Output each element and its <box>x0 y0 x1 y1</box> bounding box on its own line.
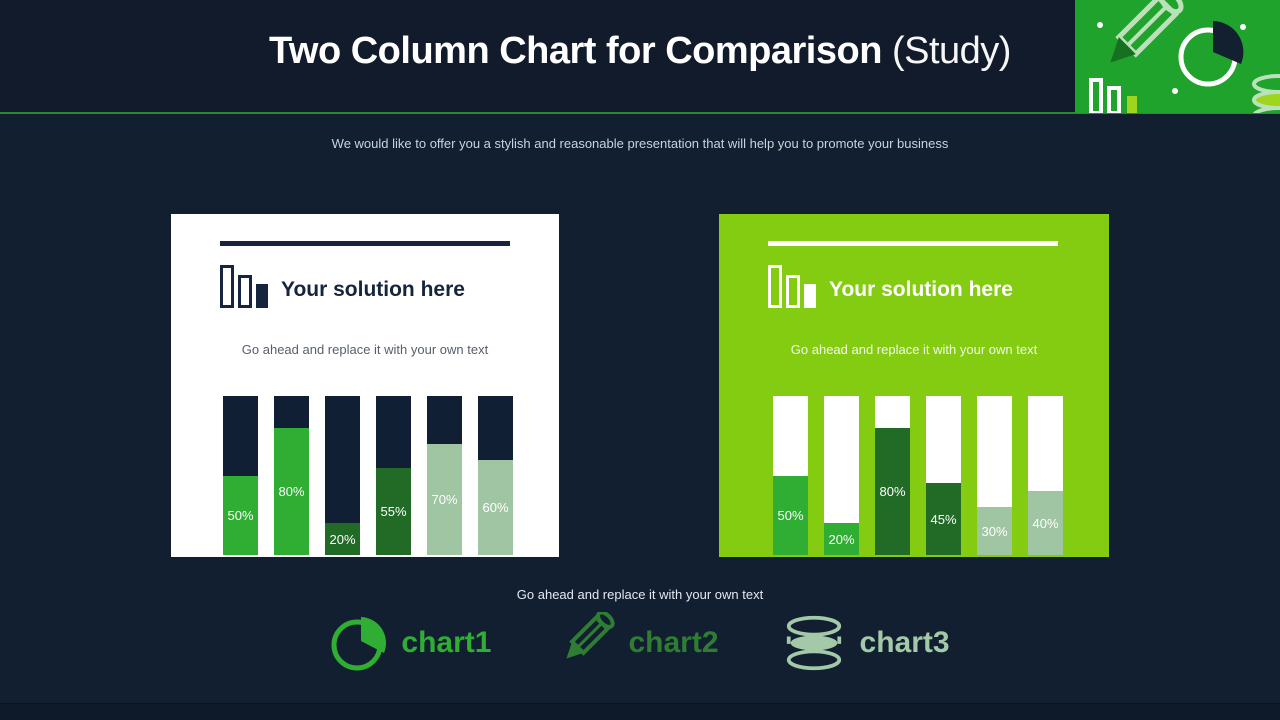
legend-label: chart1 <box>401 626 492 659</box>
legend-item-chart1: chart1 <box>330 614 491 672</box>
chart-legend-row: chart1 chart2 ch <box>0 612 1280 674</box>
bar-segment: 50% <box>773 475 808 555</box>
accent-line <box>768 241 1058 246</box>
pie-chart-icon <box>331 617 387 671</box>
slide-subtitle: We would like to offer you a stylish and… <box>331 136 949 151</box>
bar-column: 40% <box>1028 396 1063 555</box>
bar-segment: 30% <box>977 507 1012 555</box>
solution-subtitle: Go ahead and replace it with your own te… <box>241 342 489 357</box>
bar-column: 50% <box>773 396 808 555</box>
bar-chart-icon <box>768 265 816 308</box>
pie-chart-icon <box>1178 21 1244 87</box>
bar-segment: 20% <box>325 523 360 555</box>
solution-heading-row: Your solution here <box>220 265 465 308</box>
footer-note: Go ahead and replace it with your own te… <box>516 587 764 602</box>
legend-label: chart3 <box>859 626 950 659</box>
solution-subtitle: Go ahead and replace it with your own te… <box>790 342 1038 357</box>
pencil-icon <box>566 612 616 659</box>
legend-item-chart2: chart2 <box>553 612 719 674</box>
accent-line <box>220 241 510 246</box>
bar-column: 80% <box>875 396 910 555</box>
database-icon <box>786 615 841 671</box>
legend-item-chart3: chart3 <box>781 614 950 672</box>
bar-column: 60% <box>478 396 513 555</box>
bar-value-label: 55% <box>380 503 407 519</box>
page-title: Two Column Chart for Comparison (Study) <box>0 30 1280 73</box>
corner-graphic <box>1075 0 1280 126</box>
left-bar-chart: 50% 80% 20% 55% 70% 60% <box>223 396 513 555</box>
left-solution-card: Your solution here Go ahead and replace … <box>171 214 559 557</box>
right-solution-card: Your solution here Go ahead and replace … <box>719 214 1109 557</box>
bar-segment: 45% <box>926 483 961 555</box>
bar-value-label: 50% <box>227 507 254 523</box>
bar-value-label: 45% <box>930 511 957 527</box>
page-title-note: (Study) <box>891 30 1011 72</box>
bar-value-label: 70% <box>431 491 458 507</box>
dot-decorations <box>1097 22 1246 94</box>
bar-column: 80% <box>274 396 309 555</box>
bar-value-label: 20% <box>329 531 356 547</box>
bar-value-label: 50% <box>777 507 804 523</box>
bar-value-label: 80% <box>278 483 305 499</box>
corner-graphic-svg <box>1075 0 1280 126</box>
bar-column: 20% <box>824 396 859 555</box>
solution-heading-row: Your solution here <box>768 265 1013 308</box>
bar-column: 45% <box>926 396 961 555</box>
bar-value-label: 20% <box>828 531 855 547</box>
solution-title: Your solution here <box>281 278 465 301</box>
legend-label: chart2 <box>628 626 719 659</box>
right-bar-chart: 50% 20% 80% 45% 30% 40% <box>773 396 1063 555</box>
bar-segment: 50% <box>223 475 258 555</box>
corner-background <box>1075 0 1280 113</box>
bar-segment: 80% <box>274 427 309 555</box>
bar-segment: 80% <box>875 427 910 555</box>
bar-column: 55% <box>376 396 411 555</box>
bar-column: 30% <box>977 396 1012 555</box>
solution-title: Your solution here <box>829 278 1013 301</box>
bar-segment: 70% <box>427 443 462 555</box>
bottom-strip <box>0 703 1280 720</box>
bar-chart-icon <box>220 265 268 308</box>
bar-column: 70% <box>427 396 462 555</box>
bar-column: 50% <box>223 396 258 555</box>
bar-value-label: 60% <box>482 499 509 515</box>
bar-value-label: 80% <box>879 483 906 499</box>
header-band <box>0 0 1280 112</box>
bar-column: 20% <box>325 396 360 555</box>
bar-segment: 20% <box>824 523 859 555</box>
header-divider-line <box>0 112 1280 114</box>
bar-segment: 55% <box>376 467 411 555</box>
bar-segment: 60% <box>478 459 513 555</box>
page-title-main: Two Column Chart for Comparison <box>269 30 882 72</box>
bar-segment: 40% <box>1028 491 1063 555</box>
bar-value-label: 30% <box>981 523 1008 539</box>
bar-value-label: 40% <box>1032 515 1059 531</box>
